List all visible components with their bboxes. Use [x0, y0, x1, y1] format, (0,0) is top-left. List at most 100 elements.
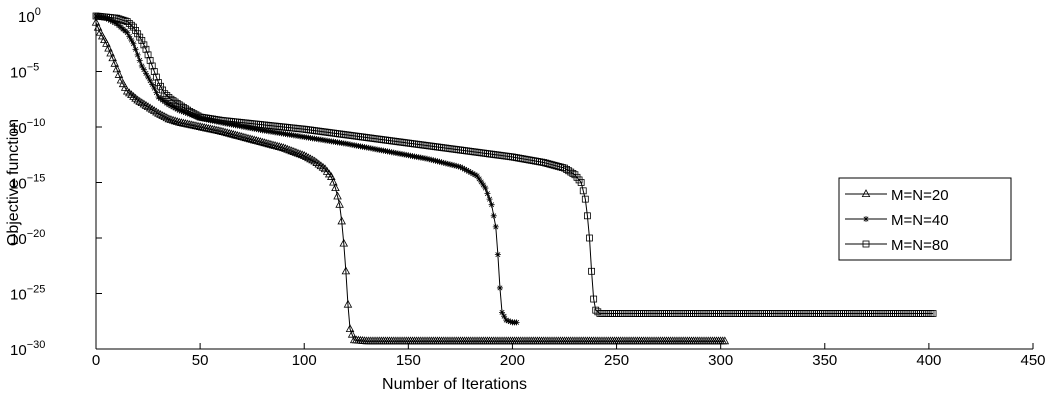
data-point: [176, 107, 183, 114]
data-point: [105, 16, 112, 23]
data-point: [252, 136, 261, 144]
data-point: [343, 299, 353, 308]
data-point: [584, 212, 591, 220]
axes: 0 50 100 150 200 250 300 350 400 450 100 10−5 10−10 1…: [10, 6, 1046, 369]
data-point: [231, 130, 240, 139]
data-point: [141, 100, 151, 109]
data-point: [505, 317, 512, 324]
data-point: [222, 128, 232, 137]
data-point: [227, 129, 236, 138]
data-point: [467, 169, 474, 176]
data-point: [463, 167, 470, 174]
series-star: [93, 13, 520, 326]
data-point: [264, 139, 274, 148]
data-point: [459, 165, 466, 172]
data-point: [327, 172, 336, 180]
data-point: [175, 117, 184, 126]
data-point: [125, 88, 134, 97]
data-point: [101, 14, 108, 21]
data-point: [160, 112, 169, 121]
y-tick-label: 10−30: [10, 339, 45, 359]
data-point: [492, 223, 499, 230]
data-point: [125, 19, 133, 27]
y-tick-label: 10−25: [10, 284, 45, 304]
data-point: [216, 126, 226, 135]
data-point: [116, 75, 126, 84]
data-point: [211, 118, 218, 125]
data-point: [122, 86, 132, 95]
data-point: [333, 191, 342, 200]
data-point: [218, 127, 228, 135]
data-point: [205, 116, 212, 123]
x-tick-label: 50: [192, 352, 209, 369]
data-point: [110, 58, 120, 67]
data-point: [254, 136, 263, 145]
data-point: [159, 86, 167, 94]
data-point: [310, 156, 319, 165]
data-point: [235, 131, 244, 140]
data-point: [233, 131, 242, 139]
data-point: [501, 313, 508, 320]
data-point: [164, 114, 174, 123]
data-point: [569, 169, 577, 177]
data-point: [112, 64, 122, 73]
data-point: [102, 38, 111, 47]
data-point: [277, 142, 286, 151]
data-point: [249, 135, 259, 144]
series-layer: [91, 12, 937, 345]
data-point: [239, 132, 249, 141]
data-point: [148, 62, 156, 70]
data-point: [461, 166, 468, 173]
data-point: [153, 89, 160, 96]
data-point: [140, 66, 147, 73]
data-point: [245, 134, 255, 143]
data-point: [163, 92, 171, 99]
x-tick-label: 0: [92, 352, 100, 369]
data-point: [202, 123, 211, 132]
data-point: [126, 33, 133, 40]
data-point: [140, 41, 148, 49]
data-point: [577, 179, 585, 186]
data-point: [99, 14, 106, 21]
data-point: [147, 77, 154, 84]
data-point: [579, 187, 587, 195]
data-point: [124, 29, 131, 36]
data-point: [331, 183, 340, 192]
data-point: [201, 116, 208, 123]
series-line: [95, 15, 517, 323]
x-tick-label: 300: [708, 352, 733, 369]
legend-marker: [861, 189, 871, 197]
data-point: [106, 48, 115, 57]
series-line: [95, 22, 725, 342]
data-point: [166, 115, 176, 123]
data-point: [224, 128, 234, 137]
data-point: [449, 161, 456, 168]
data-point: [170, 116, 180, 125]
series-triangle: [91, 17, 730, 345]
x-tick-label: 100: [292, 352, 317, 369]
data-point: [507, 318, 514, 325]
data-point: [243, 133, 253, 142]
data-point: [212, 125, 222, 134]
y-tick-label: 10−10: [10, 117, 45, 137]
data-point: [93, 22, 103, 31]
data-point: [210, 125, 219, 134]
data-point: [165, 101, 172, 108]
data-point: [299, 151, 309, 159]
data-point: [156, 109, 165, 118]
data-point: [114, 69, 124, 78]
x-tick-label: 150: [396, 352, 421, 369]
data-point: [136, 57, 143, 64]
data-point: [440, 159, 447, 166]
data-point: [446, 161, 453, 168]
data-point: [590, 295, 598, 303]
data-point: [260, 138, 269, 147]
data-point: [142, 70, 149, 77]
data-point: [482, 185, 489, 192]
data-point: [490, 212, 497, 219]
data-point: [149, 81, 156, 88]
data-point: [513, 319, 520, 326]
data-point: [178, 108, 185, 115]
data-point: [503, 317, 510, 324]
